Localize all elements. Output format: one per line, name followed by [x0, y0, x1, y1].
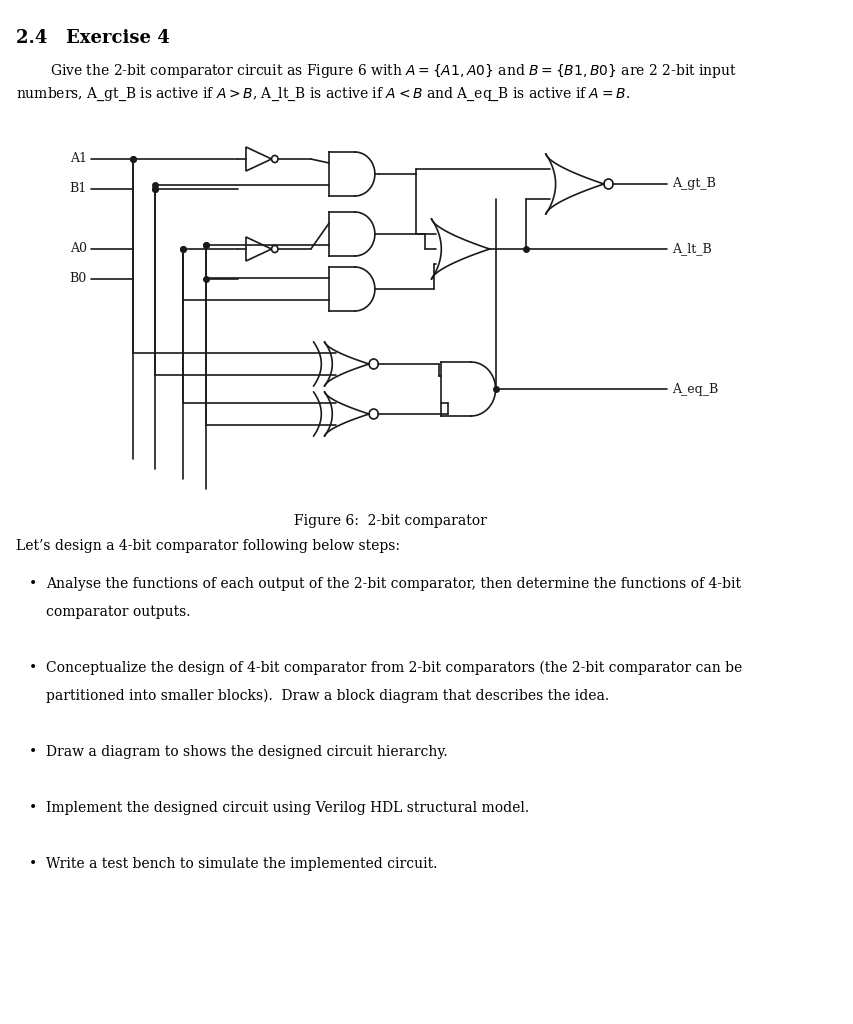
Text: Implement the designed circuit using Verilog HDL structural model.: Implement the designed circuit using Ver… [46, 801, 528, 815]
Text: Give the 2-bit comparator circuit as Figure 6 with $A = \{A1, A0\}$ and $B = \{B: Give the 2-bit comparator circuit as Fig… [50, 62, 736, 80]
Text: comparator outputs.: comparator outputs. [46, 605, 190, 618]
Text: Conceptualize the design of 4-bit comparator from 2-bit comparators (the 2-bit c: Conceptualize the design of 4-bit compar… [46, 662, 741, 676]
Text: numbers, A$\_$gt$\_$B is active if $A > B$, A$\_$lt$\_$B is active if $A < B$ an: numbers, A$\_$gt$\_$B is active if $A > … [16, 86, 630, 103]
Text: A_gt_B: A_gt_B [671, 177, 715, 190]
Text: •: • [29, 662, 38, 675]
Text: Draw a diagram to shows the designed circuit hierarchy.: Draw a diagram to shows the designed cir… [46, 745, 447, 759]
Text: A_lt_B: A_lt_B [671, 243, 711, 256]
Text: •: • [29, 745, 38, 759]
Text: Analyse the functions of each output of the 2-bit comparator, then determine the: Analyse the functions of each output of … [46, 577, 740, 591]
Text: •: • [29, 857, 38, 871]
Text: Write a test bench to simulate the implemented circuit.: Write a test bench to simulate the imple… [46, 857, 437, 871]
Text: Figure 6:  2-bit comparator: Figure 6: 2-bit comparator [293, 514, 486, 528]
Text: •: • [29, 801, 38, 815]
Text: 2.4   Exercise 4: 2.4 Exercise 4 [16, 29, 170, 47]
Text: Let’s design a 4-bit comparator following below steps:: Let’s design a 4-bit comparator followin… [16, 539, 400, 553]
Text: A_eq_B: A_eq_B [671, 383, 717, 395]
Text: A0: A0 [70, 243, 87, 256]
Text: B1: B1 [70, 182, 87, 196]
Text: partitioned into smaller blocks).  Draw a block diagram that describes the idea.: partitioned into smaller blocks). Draw a… [46, 689, 608, 703]
Text: •: • [29, 577, 38, 591]
Text: B0: B0 [70, 272, 87, 286]
Text: A1: A1 [70, 153, 87, 166]
